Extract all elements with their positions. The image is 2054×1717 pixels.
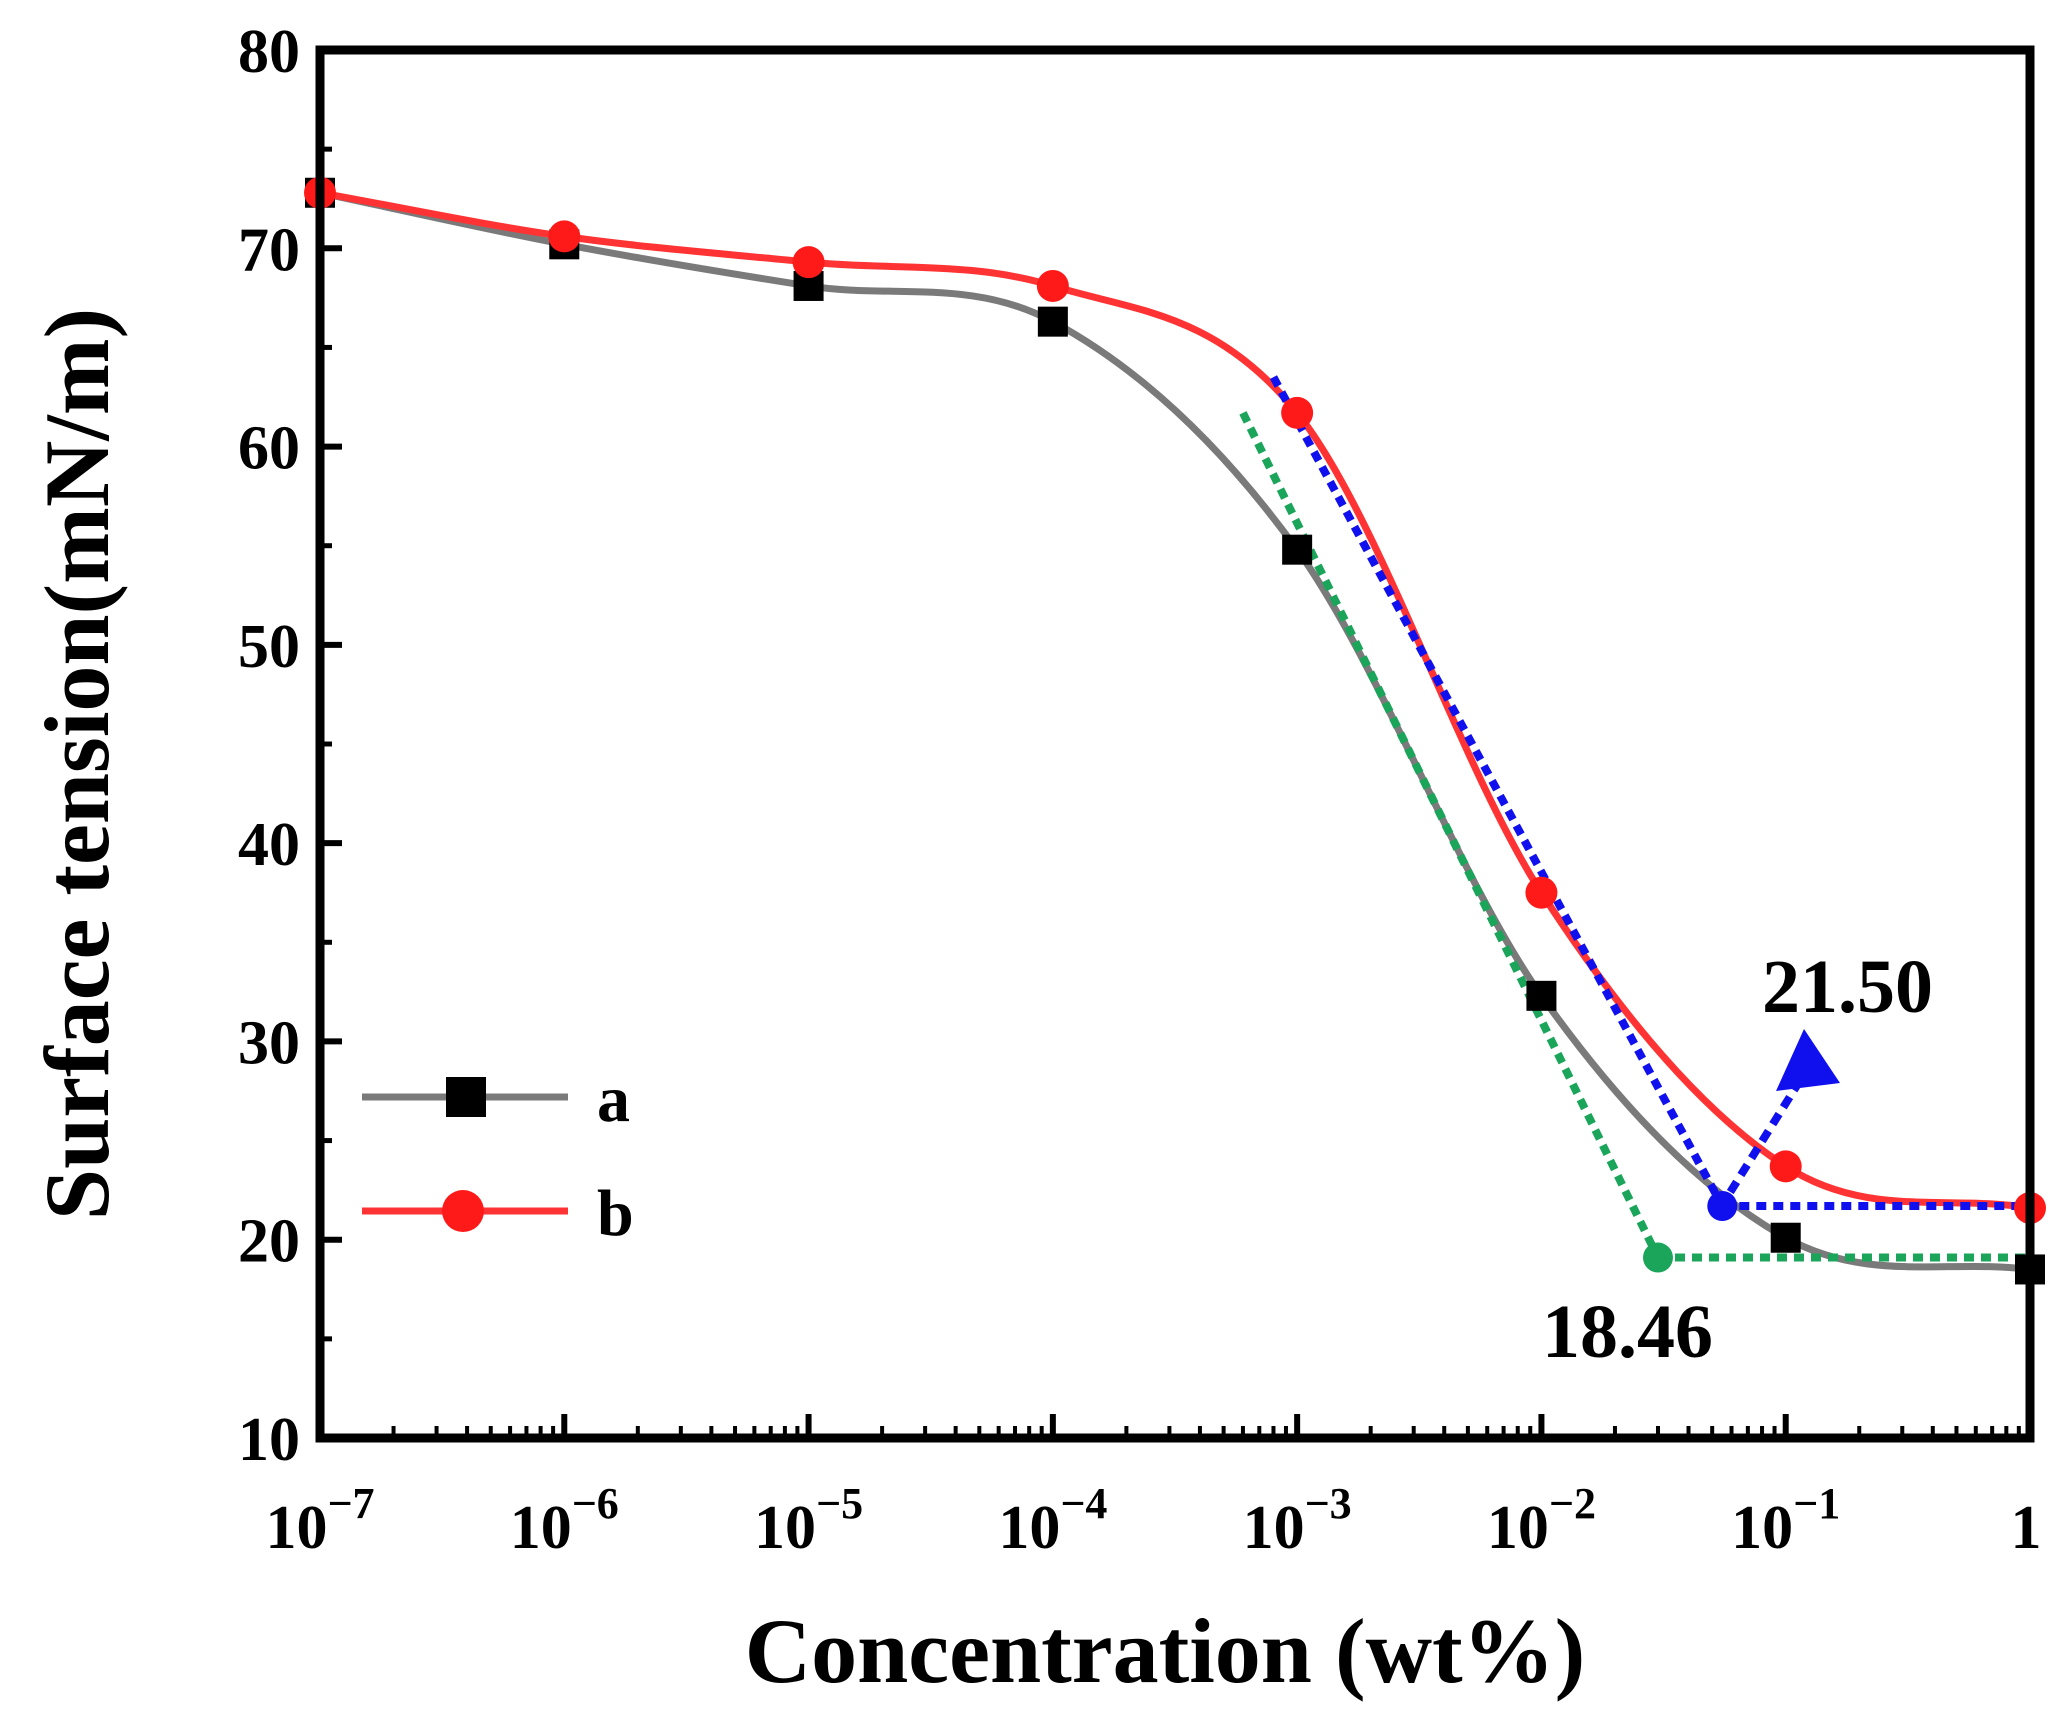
- legend-label-a: a: [597, 1063, 630, 1136]
- y-tick-label: 80: [238, 18, 300, 86]
- x-tick-label: 10−7: [265, 1479, 374, 1562]
- plot-frame: [315, 45, 2035, 1443]
- y-tick-label: 30: [238, 1009, 300, 1077]
- y-axis-title: Surface tension(mN/m): [26, 308, 128, 1220]
- marker-a: [1282, 534, 1313, 565]
- arrow-shaft: [1726, 1068, 1810, 1195]
- legend-label-b: b: [597, 1177, 634, 1250]
- arrow-head: [1776, 1029, 1840, 1091]
- annotation-18-46: 18.46: [1542, 1290, 1713, 1374]
- data-markers: [304, 176, 2046, 1285]
- curve-a: [319, 189, 2031, 1273]
- b-cmc-descending-line: [1269, 375, 1726, 1208]
- marker-a: [1770, 1222, 1801, 1253]
- marker-b: [1769, 1150, 1802, 1183]
- x-tick-label: 10−6: [510, 1479, 619, 1562]
- a-cmc-point: [1642, 1242, 1673, 1273]
- annotation-arrow: [1726, 1029, 1840, 1195]
- y-tick-label: 70: [238, 216, 300, 284]
- marker-a: [1526, 980, 1557, 1011]
- y-tick-label: 20: [238, 1208, 300, 1276]
- cmc-fit-lines: [1239, 375, 2026, 1262]
- legend-marker-a: [446, 1077, 486, 1117]
- marker-b: [1525, 876, 1558, 909]
- x-tick-label: 1: [2011, 1494, 2042, 1562]
- x-tick-label: 10−4: [998, 1479, 1107, 1562]
- y-tick-label: 60: [238, 415, 300, 483]
- fit-curves: [319, 189, 2031, 1273]
- curve-b: [319, 189, 2031, 1212]
- x-tick-label: 10−3: [1243, 1479, 1352, 1562]
- legend: ab: [362, 1063, 634, 1250]
- y-tick-label: 40: [238, 811, 300, 879]
- x-tick-label: 10−5: [754, 1479, 863, 1562]
- marker-b: [792, 246, 825, 279]
- y-tick-labels: 10 20 30 40 50 60 70 80: [238, 18, 300, 1474]
- minor-ticks: [320, 146, 2021, 1438]
- marker-a: [1037, 306, 1068, 337]
- x-tick-labels: 10−7 10−6 10−5 10−4 10−3 10−2 10−1 1: [265, 1479, 2041, 1562]
- x-axis-title: Concentration (wt%): [745, 1600, 1586, 1702]
- marker-b: [548, 220, 581, 253]
- legend-marker-b: [442, 1190, 484, 1232]
- marker-b: [1281, 396, 1314, 429]
- marker-b: [1036, 269, 1069, 302]
- y-tick-label: 10: [238, 1406, 300, 1474]
- annotation-21-50: 21.50: [1762, 945, 1933, 1029]
- x-tick-label: 10−2: [1487, 1479, 1596, 1562]
- y-tick-label: 50: [238, 613, 300, 681]
- x-tick-label: 10−1: [1731, 1479, 1840, 1562]
- b-cmc-point: [1707, 1191, 1738, 1222]
